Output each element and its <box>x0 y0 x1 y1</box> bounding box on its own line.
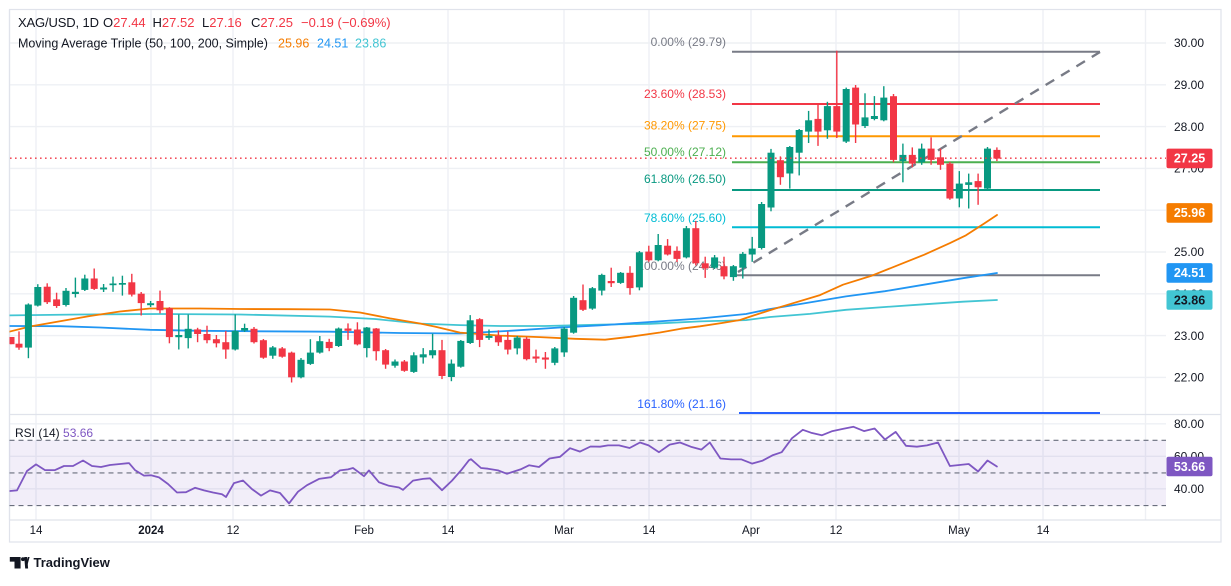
svg-text:RSI (14) 53.66: RSI (14) 53.66 <box>15 426 93 440</box>
svg-text:50.00% (27.12): 50.00% (27.12) <box>644 145 726 159</box>
svg-text:80.00: 80.00 <box>1174 417 1204 431</box>
svg-text:27.25: 27.25 <box>1174 152 1205 166</box>
svg-text:TradingView: TradingView <box>34 555 111 570</box>
svg-text:40.00: 40.00 <box>1174 482 1204 496</box>
svg-text:14: 14 <box>442 525 455 537</box>
svg-text:22.00: 22.00 <box>1174 371 1204 385</box>
svg-text:Mar: Mar <box>554 525 574 537</box>
svg-text:28.00: 28.00 <box>1174 120 1204 134</box>
svg-text:Moving Average Triple (50, 100: Moving Average Triple (50, 100, 200, Sim… <box>18 37 386 51</box>
svg-text:14: 14 <box>1037 525 1050 537</box>
svg-text:78.60% (25.60): 78.60% (25.60) <box>644 211 726 225</box>
svg-text:14: 14 <box>643 525 656 537</box>
svg-text:12: 12 <box>830 525 843 537</box>
svg-text:Apr: Apr <box>742 525 760 537</box>
svg-text:25.96: 25.96 <box>1174 206 1205 220</box>
svg-text:23.86: 23.86 <box>1174 293 1205 307</box>
svg-text:100.00% (24.46): 100.00% (24.46) <box>637 259 726 273</box>
svg-text:53.66: 53.66 <box>1174 460 1205 474</box>
svg-text:23.00: 23.00 <box>1174 329 1204 343</box>
svg-text:25.00: 25.00 <box>1174 245 1204 259</box>
svg-text:38.20% (27.75): 38.20% (27.75) <box>644 119 726 133</box>
svg-text:161.80% (21.16): 161.80% (21.16) <box>637 397 726 411</box>
svg-text:12: 12 <box>227 525 240 537</box>
svg-text:24.51: 24.51 <box>1174 266 1205 280</box>
svg-text:2024: 2024 <box>138 525 164 537</box>
svg-text:23.60% (28.53): 23.60% (28.53) <box>644 87 726 101</box>
svg-text:30.00: 30.00 <box>1174 36 1204 50</box>
svg-text:Feb: Feb <box>354 525 374 537</box>
svg-text:29.00: 29.00 <box>1174 78 1204 92</box>
svg-text:May: May <box>948 525 970 537</box>
svg-text:14: 14 <box>30 525 43 537</box>
svg-text:0.00% (29.79): 0.00% (29.79) <box>651 35 726 49</box>
svg-text:61.80% (26.50): 61.80% (26.50) <box>644 172 726 186</box>
